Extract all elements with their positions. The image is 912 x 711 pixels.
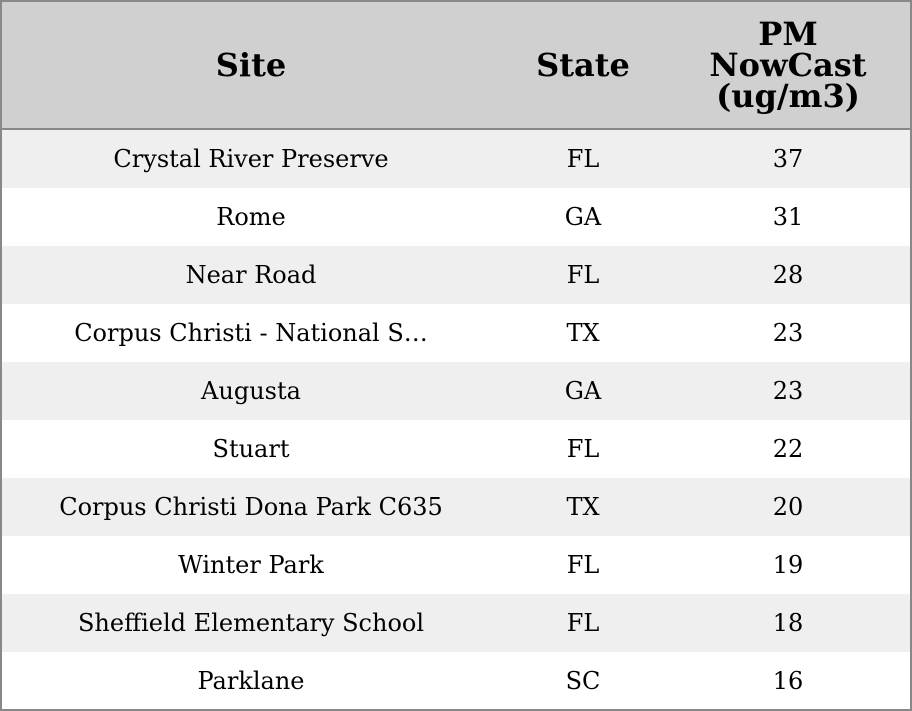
header-row: Site State PM NowCast (ug/m3) — [2, 2, 910, 130]
table-cell: Corpus Christi Dona Park C635 — [2, 478, 500, 536]
column-header: Site — [2, 2, 500, 130]
table-cell: FL — [500, 129, 666, 188]
table-row: Winter Park FL 19 — [2, 536, 910, 594]
table-cell: Parklane — [2, 652, 500, 709]
table-cell: Winter Park — [2, 536, 500, 594]
table-cell: Stuart — [2, 420, 500, 478]
table-row: Corpus Christi Dona Park C635 TX 20 — [2, 478, 910, 536]
table-row: Stuart FL 22 — [2, 420, 910, 478]
table-row: Augusta GA 23 — [2, 362, 910, 420]
table-cell: 23 — [666, 304, 910, 362]
table-cell: FL — [500, 246, 666, 304]
table-cell: Near Road — [2, 246, 500, 304]
table-body: Crystal River Preserve FL 37 Rome GA 31 Near R… — [2, 129, 910, 709]
table-cell: Augusta — [2, 362, 500, 420]
table-cell: GA — [500, 188, 666, 246]
table-cell: 31 — [666, 188, 910, 246]
column-header: State — [500, 2, 666, 130]
table-row: Crystal River Preserve FL 37 — [2, 129, 910, 188]
table-cell: FL — [500, 536, 666, 594]
table-cell: 23 — [666, 362, 910, 420]
table-cell: SC — [500, 652, 666, 709]
table-cell: 20 — [666, 478, 910, 536]
table-cell: Rome — [2, 188, 500, 246]
table-row: Parklane SC 16 — [2, 652, 910, 709]
table-row: Near Road FL 28 — [2, 246, 910, 304]
table-cell: FL — [500, 420, 666, 478]
table-cell: 19 — [666, 536, 910, 594]
table-cell: GA — [500, 362, 666, 420]
table-cell: FL — [500, 594, 666, 652]
table-cell: TX — [500, 478, 666, 536]
column-header: PM NowCast (ug/m3) — [666, 2, 910, 130]
table-cell: 22 — [666, 420, 910, 478]
table-cell: TX — [500, 304, 666, 362]
table-cell: 37 — [666, 129, 910, 188]
table-row: Sheffield Elementary School FL 18 — [2, 594, 910, 652]
table-cell: Corpus Christi - National S… — [2, 304, 500, 362]
table-cell: 18 — [666, 594, 910, 652]
table-row: Corpus Christi - National S… TX 23 — [2, 304, 910, 362]
table-cell: 28 — [666, 246, 910, 304]
table-cell: Sheffield Elementary School — [2, 594, 500, 652]
table-cell: Crystal River Preserve — [2, 129, 500, 188]
table-cell: 16 — [666, 652, 910, 709]
table-row: Rome GA 31 — [2, 188, 910, 246]
